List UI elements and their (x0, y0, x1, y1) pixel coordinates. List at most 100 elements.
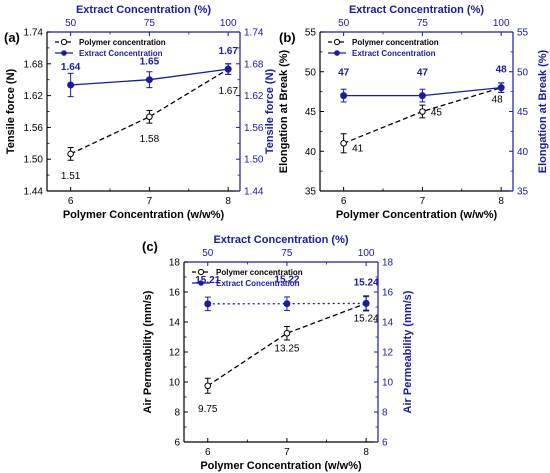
y-axis-title-right: Elongation at Break (%) (537, 49, 549, 173)
y-tick-label-left: 16 (169, 288, 181, 299)
x2-tick-label: 75 (417, 18, 429, 29)
x-tick-label: 8 (225, 196, 231, 207)
data-label: 1.67 (218, 46, 238, 57)
x2-tick-label: 100 (220, 18, 237, 29)
y-tick-label-right: 8 (382, 408, 388, 419)
data-label: 45 (431, 108, 443, 119)
panel-label: (b) (279, 30, 296, 45)
data-point-polymer (283, 329, 291, 337)
data-label: 1.64 (61, 62, 81, 73)
y-tick-label-right: 1.74 (244, 28, 264, 39)
data-point-extract (340, 92, 348, 100)
y-tick-label-left: 45 (305, 107, 317, 118)
x2-axis-title: Extract Concentration (%) (349, 4, 484, 16)
data-label: 1.58 (140, 134, 160, 145)
chart-panel-2: 35 35 40 40 45 45 50 50 55 55 6 50 7 75 8 100 Polymer Co… (278, 4, 549, 221)
y-tick-label-left: 1.44 (24, 187, 44, 198)
legend-marker (198, 280, 204, 286)
x-tick-label: 8 (498, 196, 504, 207)
data-point-polymer (146, 113, 153, 121)
data-label: 41 (352, 143, 364, 154)
y-tick-label-right: 1.62 (244, 91, 264, 102)
y-tick-label-left: 12 (169, 348, 181, 359)
data-point-extract (224, 65, 232, 73)
y-tick-label-right: 1.68 (244, 59, 264, 70)
data-label: 47 (417, 68, 429, 79)
y-tick-label-left: 10 (169, 378, 181, 389)
panel-label: (a) (4, 30, 20, 45)
legend-marker (61, 50, 67, 56)
data-label: 15.24 (354, 277, 379, 288)
y-tick-label-right: 12 (382, 348, 394, 359)
legend-label: Extract Concentration (79, 49, 163, 58)
y-tick-label-right: 1.44 (244, 187, 264, 198)
x2-tick-label: 100 (358, 248, 375, 259)
y-tick-label-left: 40 (305, 147, 317, 158)
y-tick-label-left: 6 (174, 438, 180, 449)
data-label: 1.51 (61, 171, 81, 182)
data-label: 13.25 (274, 343, 299, 354)
y-tick-label-right: 45 (517, 107, 529, 118)
data-point-extract (362, 299, 370, 307)
legend-marker (334, 50, 340, 56)
x-tick-label: 6 (68, 196, 74, 207)
x-axis-title: Polymer Concentration (w/w%) (336, 209, 498, 221)
x-axis-title: Polymer Concentration (w/w%) (63, 209, 225, 221)
x2-tick-label: 50 (65, 18, 77, 29)
data-point-extract (283, 300, 291, 308)
data-label: 15.21 (195, 275, 220, 286)
data-label: 48 (492, 95, 504, 106)
x-tick-label: 8 (363, 447, 369, 458)
y-axis-title-right: Air Permeability (mm/s) (402, 290, 414, 413)
legend-marker (197, 268, 205, 276)
data-point-extract (145, 76, 153, 84)
y-tick-label-left: 1.62 (24, 91, 44, 102)
y-tick-label-right: 10 (382, 378, 394, 389)
x2-tick-label: 50 (202, 248, 214, 259)
x2-axis-title: Extract Concentration (%) (213, 234, 348, 246)
y-axis-title: Elongation at Break (%) (278, 49, 290, 173)
y-tick-label-right: 16 (382, 288, 394, 299)
y-tick-label-right: 18 (382, 258, 394, 269)
y-tick-label-left: 35 (305, 187, 317, 198)
data-point-polymer (67, 150, 74, 158)
data-point-extract (204, 300, 212, 308)
panel-label: (c) (142, 239, 158, 254)
data-point-polymer (204, 382, 212, 390)
data-label: 1.65 (140, 57, 160, 68)
data-label: 1.67 (218, 86, 238, 97)
legend-label: Polymer concentration (79, 38, 166, 47)
y-tick-label-right: 40 (517, 147, 529, 158)
legend-label: Polymer concentration (216, 268, 303, 277)
y-tick-label-right: 50 (517, 67, 529, 78)
y-axis-title-right: Tensile force (N) (264, 68, 276, 154)
y-tick-label-left: 8 (174, 408, 180, 419)
series-line-polymer (70, 68, 229, 155)
chart-panel-3: 6 6 8 8 10 10 12 12 14 14 16 16 18 18 6 50 7 75 8 100 Polyme… (142, 234, 414, 472)
data-point-polymer (340, 140, 347, 147)
chart-panel-1: 1.44 1.44 1.50 1.50 1.56 1.56 1.62 1.62 1.68 1.68… (4, 4, 276, 221)
legend-label: Polymer concentration (352, 38, 439, 47)
data-label: 48 (496, 65, 508, 76)
data-label: 15.24 (354, 313, 379, 324)
y-axis-title: Tensile force (N) (5, 68, 17, 154)
legend-label: Extract Concentration (216, 279, 300, 288)
y-tick-label-left: 1.68 (24, 59, 44, 70)
x-tick-label: 7 (420, 196, 426, 207)
legend-label: Extract Concentration (352, 49, 436, 58)
legend-marker (333, 38, 341, 46)
x2-tick-label: 75 (144, 18, 156, 29)
y-tick-label-left: 1.56 (24, 123, 44, 134)
y-tick-label-left: 55 (305, 28, 317, 39)
x2-tick-label: 100 (493, 18, 510, 29)
y-tick-label-left: 1.74 (24, 28, 44, 39)
x-tick-label: 7 (284, 447, 290, 458)
data-point-extract (497, 84, 505, 92)
y-tick-label-right: 14 (382, 318, 394, 329)
y-tick-label-left: 1.50 (24, 155, 44, 166)
x-tick-label: 6 (205, 447, 211, 458)
y-tick-label-right: 35 (517, 187, 529, 198)
data-point-polymer (419, 108, 426, 115)
y-tick-label-right: 1.50 (244, 155, 264, 166)
legend-marker (60, 38, 68, 46)
